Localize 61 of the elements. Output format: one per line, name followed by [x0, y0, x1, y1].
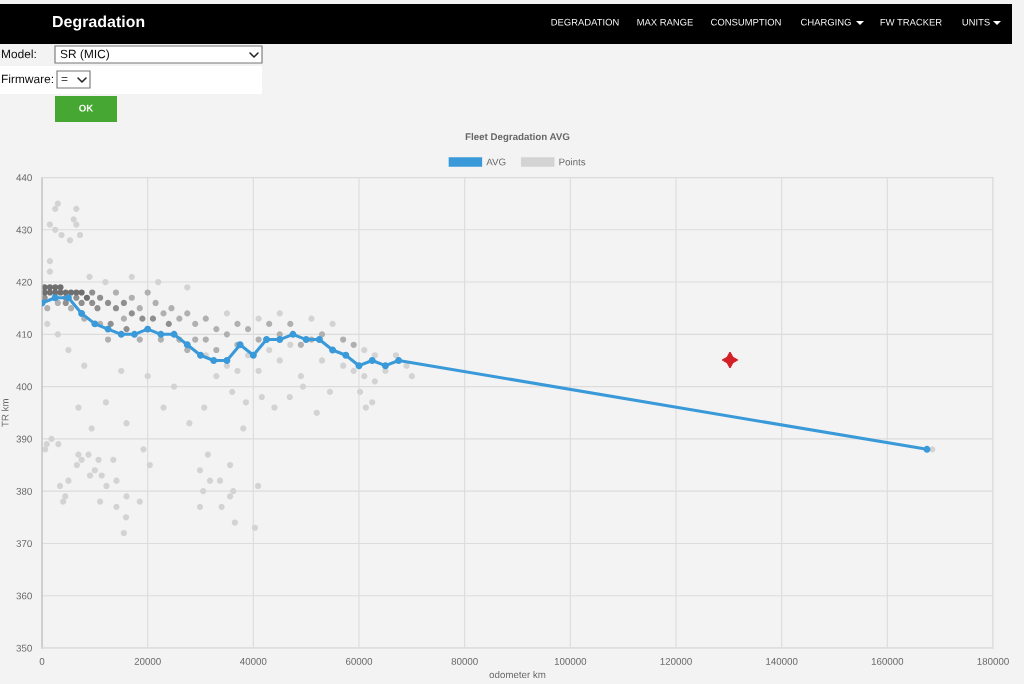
- y-tick-label: 350: [16, 644, 32, 652]
- point: [395, 357, 403, 364]
- point: [263, 336, 271, 344]
- point: [342, 351, 350, 359]
- y-tick-label: 440: [16, 174, 32, 182]
- text: OK: [79, 104, 94, 112]
- y-tick-label: 410: [16, 331, 32, 338]
- point: [368, 357, 376, 364]
- y-axis-title: TR km: [1, 399, 9, 427]
- point: [381, 362, 389, 370]
- point: [51, 294, 59, 302]
- point: [78, 309, 86, 317]
- y-tick-label: 400: [16, 383, 32, 391]
- text: FW TRACKER: [880, 18, 942, 26]
- point: [329, 346, 337, 354]
- text: Firmware:: [1, 74, 53, 84]
- x-tick-label: 60000: [345, 657, 373, 665]
- x-tick-label: 0: [39, 657, 45, 665]
- x-tick-label: 100000: [554, 657, 587, 665]
- point: [223, 357, 231, 364]
- x-tick-label: 80000: [451, 657, 478, 665]
- point: [923, 445, 931, 453]
- y-tick-label: 380: [16, 487, 32, 495]
- point: [355, 362, 363, 370]
- point: [130, 330, 138, 338]
- text: CONSUMPTION: [711, 18, 781, 26]
- x-tick-label: 40000: [240, 657, 267, 665]
- text: DEGRADATION: [551, 18, 619, 26]
- point: [183, 341, 191, 349]
- chart-title: Fleet Degradation AVG: [465, 132, 570, 143]
- point: [117, 330, 125, 338]
- y-tick-label: 390: [16, 435, 32, 443]
- x-tick-label: 120000: [660, 657, 692, 665]
- point: [315, 336, 323, 344]
- y-tick-label: 370: [16, 540, 32, 548]
- point: [91, 320, 99, 328]
- text: CHARGING: [801, 18, 851, 26]
- y-tick-label: 430: [16, 226, 32, 234]
- text: UNITS: [962, 18, 990, 26]
- point: [289, 330, 297, 338]
- text: Degradation: [53, 15, 145, 31]
- x-tick-label: 160000: [871, 657, 904, 665]
- text: Model:: [1, 49, 36, 59]
- legend-label: Points: [559, 158, 586, 166]
- x-tick-label: 180000: [977, 657, 1009, 665]
- point: [210, 357, 218, 364]
- y-tick-label: 420: [16, 278, 32, 286]
- point: [302, 336, 310, 344]
- x-axis-title: odometer km: [489, 670, 546, 679]
- text: MAX RANGE: [637, 18, 693, 26]
- point: [276, 336, 284, 344]
- point: [157, 330, 165, 338]
- point: [197, 351, 204, 359]
- point: [249, 351, 257, 359]
- text: SR (MIC): [60, 49, 110, 61]
- text: =: [61, 77, 68, 82]
- x-tick-label: 20000: [134, 657, 161, 665]
- y-tick-label: 360: [16, 592, 32, 600]
- legend-label: AVG: [486, 158, 506, 166]
- x-tick-label: 140000: [766, 657, 798, 665]
- point: [170, 330, 178, 338]
